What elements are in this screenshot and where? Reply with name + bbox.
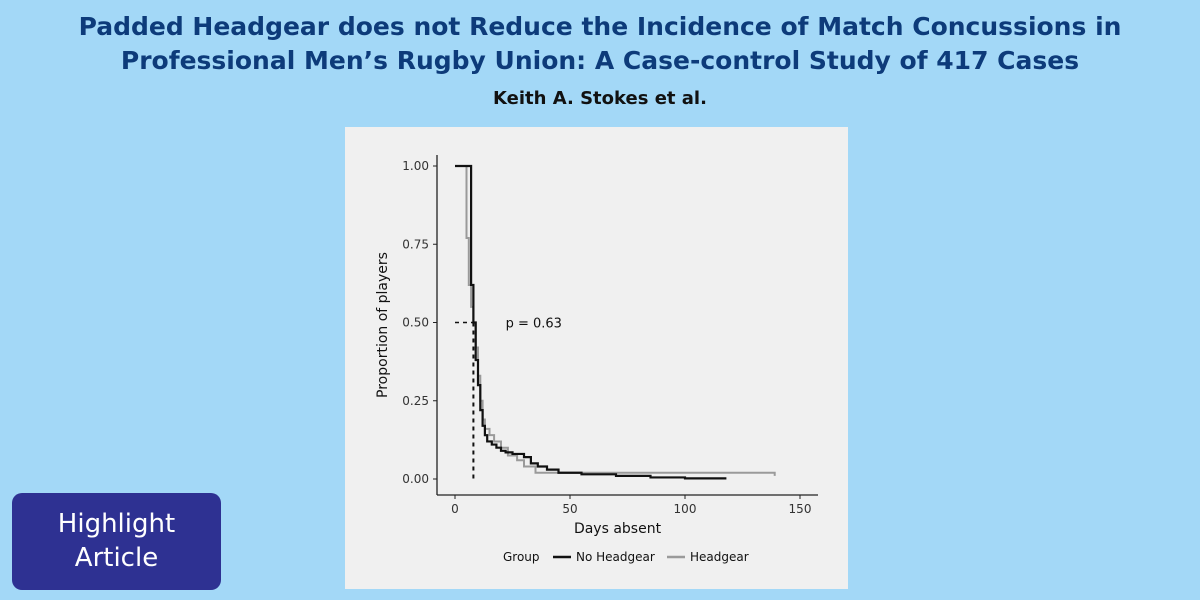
title-line-2: Professional Men’s Rugby Union: A Case-c… [120, 46, 1080, 75]
axes [436, 155, 818, 496]
series-line-headgear [455, 165, 776, 476]
y-tick-label: 0.75 [402, 237, 429, 251]
x-ticks: 0 50 100 150 [451, 495, 811, 516]
median-marker [455, 321, 475, 479]
y-ticks: 0.00 0.25 0.50 0.75 1.00 [402, 159, 437, 486]
y-axis-label: Proportion of players [375, 252, 391, 398]
x-tick-label: 0 [451, 502, 459, 516]
highlight-article-badge: Highlight Article [12, 493, 221, 590]
y-tick-label: 1.00 [402, 159, 429, 173]
legend-item-headgear: Headgear [667, 550, 749, 564]
y-tick-label: 0.50 [402, 316, 429, 330]
series-layer [455, 164, 776, 480]
badge-line-1: Highlight [57, 509, 176, 539]
y-tick-label: 0.00 [402, 472, 429, 486]
x-tick-label: 100 [674, 502, 697, 516]
title-line-1: Padded Headgear does not Reduce the Inci… [78, 12, 1122, 41]
legend-item-no-headgear: No Headgear [553, 550, 655, 564]
article-title: Padded Headgear does not Reduce the Inci… [0, 10, 1200, 78]
survival-chart: 0.000.250.500.751.00 0 50 100 150 p = 0.63 … [375, 155, 818, 564]
p-value-annotation: p = 0.63 [506, 317, 562, 332]
series-line-no-headgear [455, 164, 727, 480]
legend-title: Group [503, 550, 540, 564]
authors: Keith A. Stokes et al. [493, 88, 707, 109]
chart-panel: 0.00 0.25 0.50 0.75 1.00 0 50 100 150 p = 0.63 … [345, 127, 848, 589]
x-tick-label: 150 [789, 502, 812, 516]
y-tick-label: 0.25 [402, 394, 429, 408]
legend-label: No Headgear [576, 550, 655, 564]
x-axis-label: Days absent [574, 521, 662, 537]
legend-label: Headgear [690, 550, 749, 564]
legend: Group No Headgear Headgear [503, 550, 749, 564]
x-tick-label: 50 [562, 502, 577, 516]
badge-line-2: Article [74, 543, 159, 573]
